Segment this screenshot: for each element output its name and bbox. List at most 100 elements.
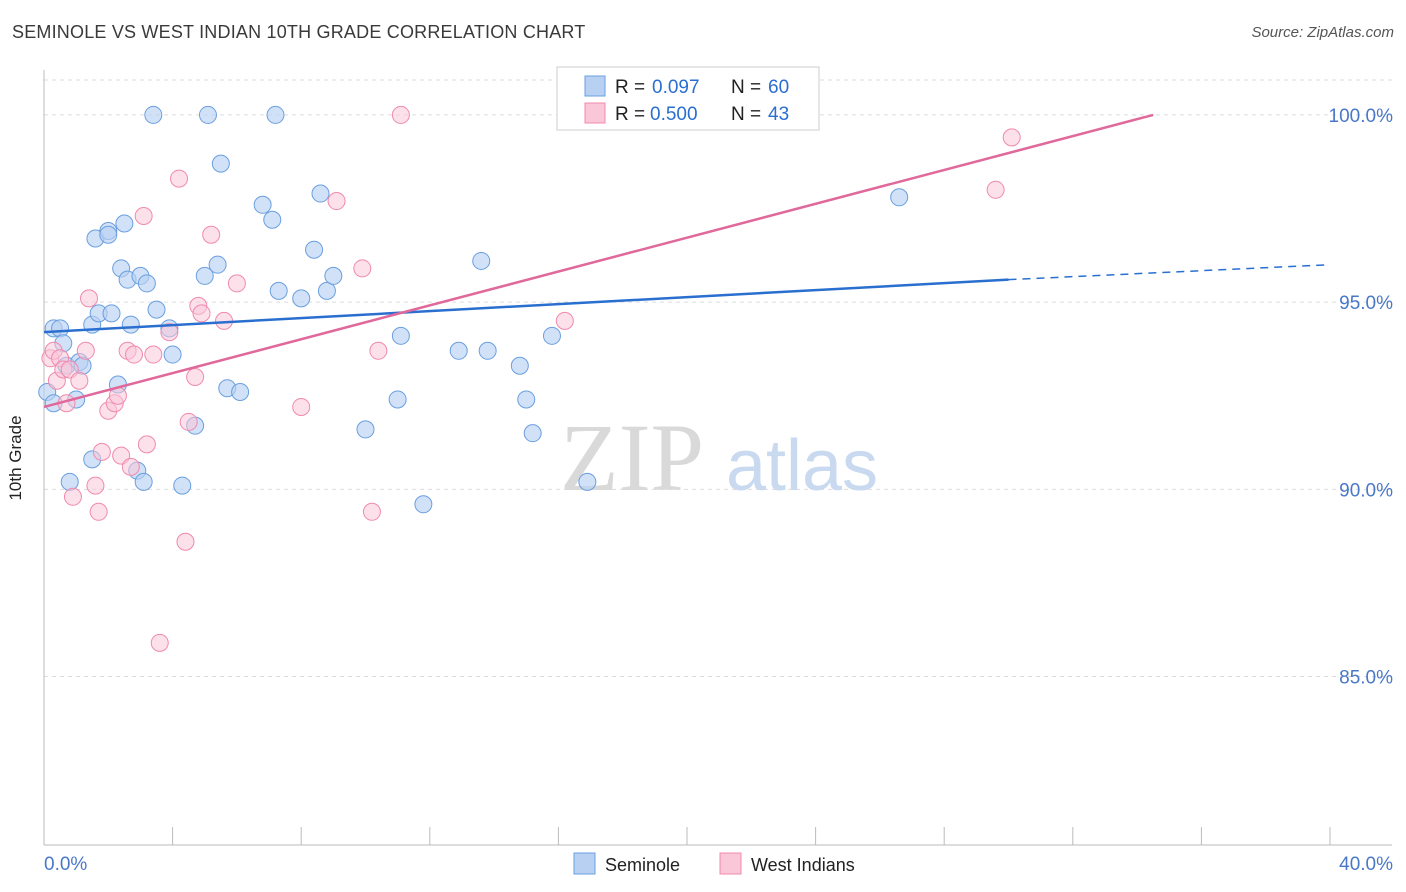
seminole-point [890,188,909,207]
trend-lines [43,113,1331,409]
west-indians-point [125,345,144,364]
seminole-point [121,315,140,334]
seminole-point [472,251,491,270]
seminole-point [523,424,542,443]
seminole-point [134,472,153,491]
stats-swatch-seminole [584,75,606,97]
west-indians-point [555,311,574,330]
gridlines [44,79,1392,678]
west-indians-point [292,397,311,416]
seminole-point [208,255,227,274]
west-indians-point [160,323,179,342]
axes [43,70,1392,846]
seminole-point [391,326,410,345]
stats-n-label-west-indians: N = [731,104,761,125]
seminole-trend-line [43,278,1009,334]
seminole-point [253,195,272,214]
seminole-point [102,304,121,323]
y-tick-label: 95.0% [1339,293,1393,314]
seminole-point [266,105,285,124]
west-indians-point [150,633,169,652]
west-indians-point [391,105,410,124]
west-indians-point [70,371,89,390]
seminole-point [231,382,250,401]
seminole-point [60,472,79,491]
west-indians-point [121,457,140,476]
seminole-trend-extension [1008,263,1331,281]
west-indians-point [86,476,105,495]
seminole-point [317,281,336,300]
west-indians-point [227,274,246,293]
seminole-point [198,105,217,124]
west-indians-point [144,345,163,364]
stats-r-label-west-indians: R = [615,104,645,125]
bottom-legend: Seminole West Indians [573,852,855,875]
west-indians-point [176,532,195,551]
west-indians-point [89,502,108,521]
seminole-point [137,274,156,293]
y-tick-label: 85.0% [1339,668,1393,689]
seminole-point [356,420,375,439]
seminole-point [115,214,134,233]
west-indians-point [353,259,372,278]
watermark-atlas: atlas [726,426,878,506]
stats-n-label-seminole: N = [731,77,761,98]
legend-swatch-seminole [573,852,596,875]
seminole-point [195,266,214,285]
seminole-point [173,476,192,495]
seminole-point [269,281,288,300]
stats-n-value-seminole: 60 [768,77,789,98]
seminole-point [147,300,166,319]
stats-r-label-seminole: R = [615,77,645,98]
seminole-point [478,341,497,360]
west-indians-point [192,304,211,323]
west-indians-point [170,169,189,188]
stats-r-value-seminole: 0.097 [652,77,700,98]
seminole-point [144,105,163,124]
west-indians-point [986,180,1005,199]
y-tick-label: 100.0% [1329,106,1394,127]
seminole-point [578,472,597,491]
seminole-point [305,240,324,259]
y-tick-label: 90.0% [1339,480,1393,501]
west-indians-point [369,341,388,360]
legend-swatch-west-indians [719,852,742,875]
stats-n-value-west-indians: 43 [768,104,789,125]
stats-r-value-west-indians: 0.500 [650,104,698,125]
series-west-indians-points [41,105,1021,652]
seminole-point [211,154,230,173]
stats-legend: R = 0.097 N = 60 R = 0.500 N = 43 [556,66,820,131]
seminole-point [99,225,118,244]
tick-labels: 100.0% 95.0% 90.0% 85.0% 0.0% 40.0% [44,106,1393,875]
seminole-point [292,289,311,308]
west-indians-point [362,502,381,521]
west-indians-point [179,412,198,431]
stats-swatch-west-indians [584,102,606,124]
x-tick-label: 0.0% [44,854,87,875]
west-indians-point [80,289,99,308]
seminole-point [263,210,282,229]
seminole-point [51,319,70,338]
west-indians-point [92,442,111,461]
seminole-point [324,266,343,285]
chart-title: SEMINOLE VS WEST INDIAN 10TH GRADE CORRE… [12,22,586,42]
seminole-point [449,341,468,360]
legend-label-west-indians: West Indians [751,855,855,875]
seminole-point [414,495,433,514]
west-indians-point [137,435,156,454]
west-indians-point [134,207,153,226]
source-credit: Source: ZipAtlas.com [1251,24,1394,41]
seminole-point [542,326,561,345]
seminole-point [311,184,330,203]
west-indians-point [63,487,82,506]
west-indians-point [202,225,221,244]
seminole-point [163,345,182,364]
watermark-zip: ZIP [560,404,704,511]
west-indians-point [186,368,205,387]
seminole-point [517,390,536,409]
west-indians-point [1002,128,1021,147]
west-indians-trend-line [43,113,1154,409]
x-tick-label: 40.0% [1339,854,1393,875]
watermark: ZIP atlas [560,404,878,511]
